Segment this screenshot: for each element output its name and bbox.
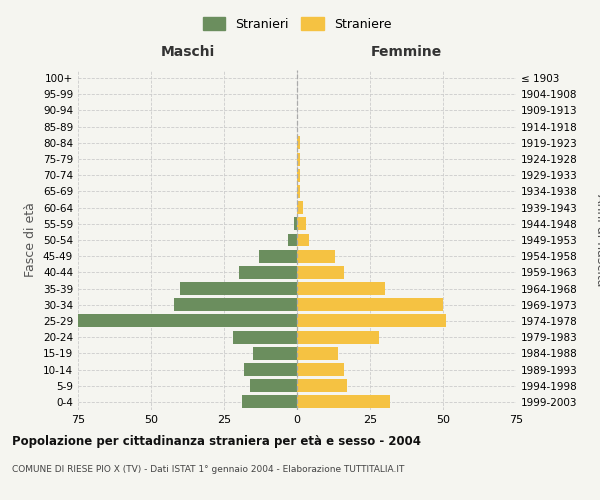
Bar	[244, 363, 297, 376]
Bar	[297, 363, 344, 376]
Text: COMUNE DI RIESE PIO X (TV) - Dati ISTAT 1° gennaio 2004 - Elaborazione TUTTITALI: COMUNE DI RIESE PIO X (TV) - Dati ISTAT …	[12, 465, 404, 474]
Bar	[297, 218, 306, 230]
Y-axis label: Anni di nascita: Anni di nascita	[594, 194, 600, 286]
Bar	[297, 396, 391, 408]
Text: Maschi: Maschi	[160, 44, 215, 59]
Bar	[297, 379, 347, 392]
Text: Femmine: Femmine	[371, 44, 442, 59]
Bar	[297, 169, 300, 181]
Bar	[175, 298, 297, 311]
Bar	[297, 298, 443, 311]
Bar	[297, 250, 335, 262]
Bar	[297, 314, 446, 328]
Bar	[297, 201, 303, 214]
Bar	[297, 282, 385, 295]
Text: Popolazione per cittadinanza straniera per età e sesso - 2004: Popolazione per cittadinanza straniera p…	[12, 435, 421, 448]
Bar	[259, 250, 297, 262]
Bar	[297, 347, 338, 360]
Bar	[297, 185, 300, 198]
Bar	[297, 234, 308, 246]
Bar	[242, 396, 297, 408]
Bar	[239, 266, 297, 279]
Legend: Stranieri, Straniere: Stranieri, Straniere	[198, 12, 396, 36]
Bar	[297, 152, 300, 166]
Bar	[78, 314, 297, 328]
Bar	[297, 330, 379, 344]
Bar	[297, 266, 344, 279]
Bar	[253, 347, 297, 360]
Bar	[297, 136, 300, 149]
Y-axis label: Fasce di età: Fasce di età	[25, 202, 37, 278]
Bar	[180, 282, 297, 295]
Bar	[294, 218, 297, 230]
Bar	[233, 330, 297, 344]
Bar	[288, 234, 297, 246]
Bar	[250, 379, 297, 392]
